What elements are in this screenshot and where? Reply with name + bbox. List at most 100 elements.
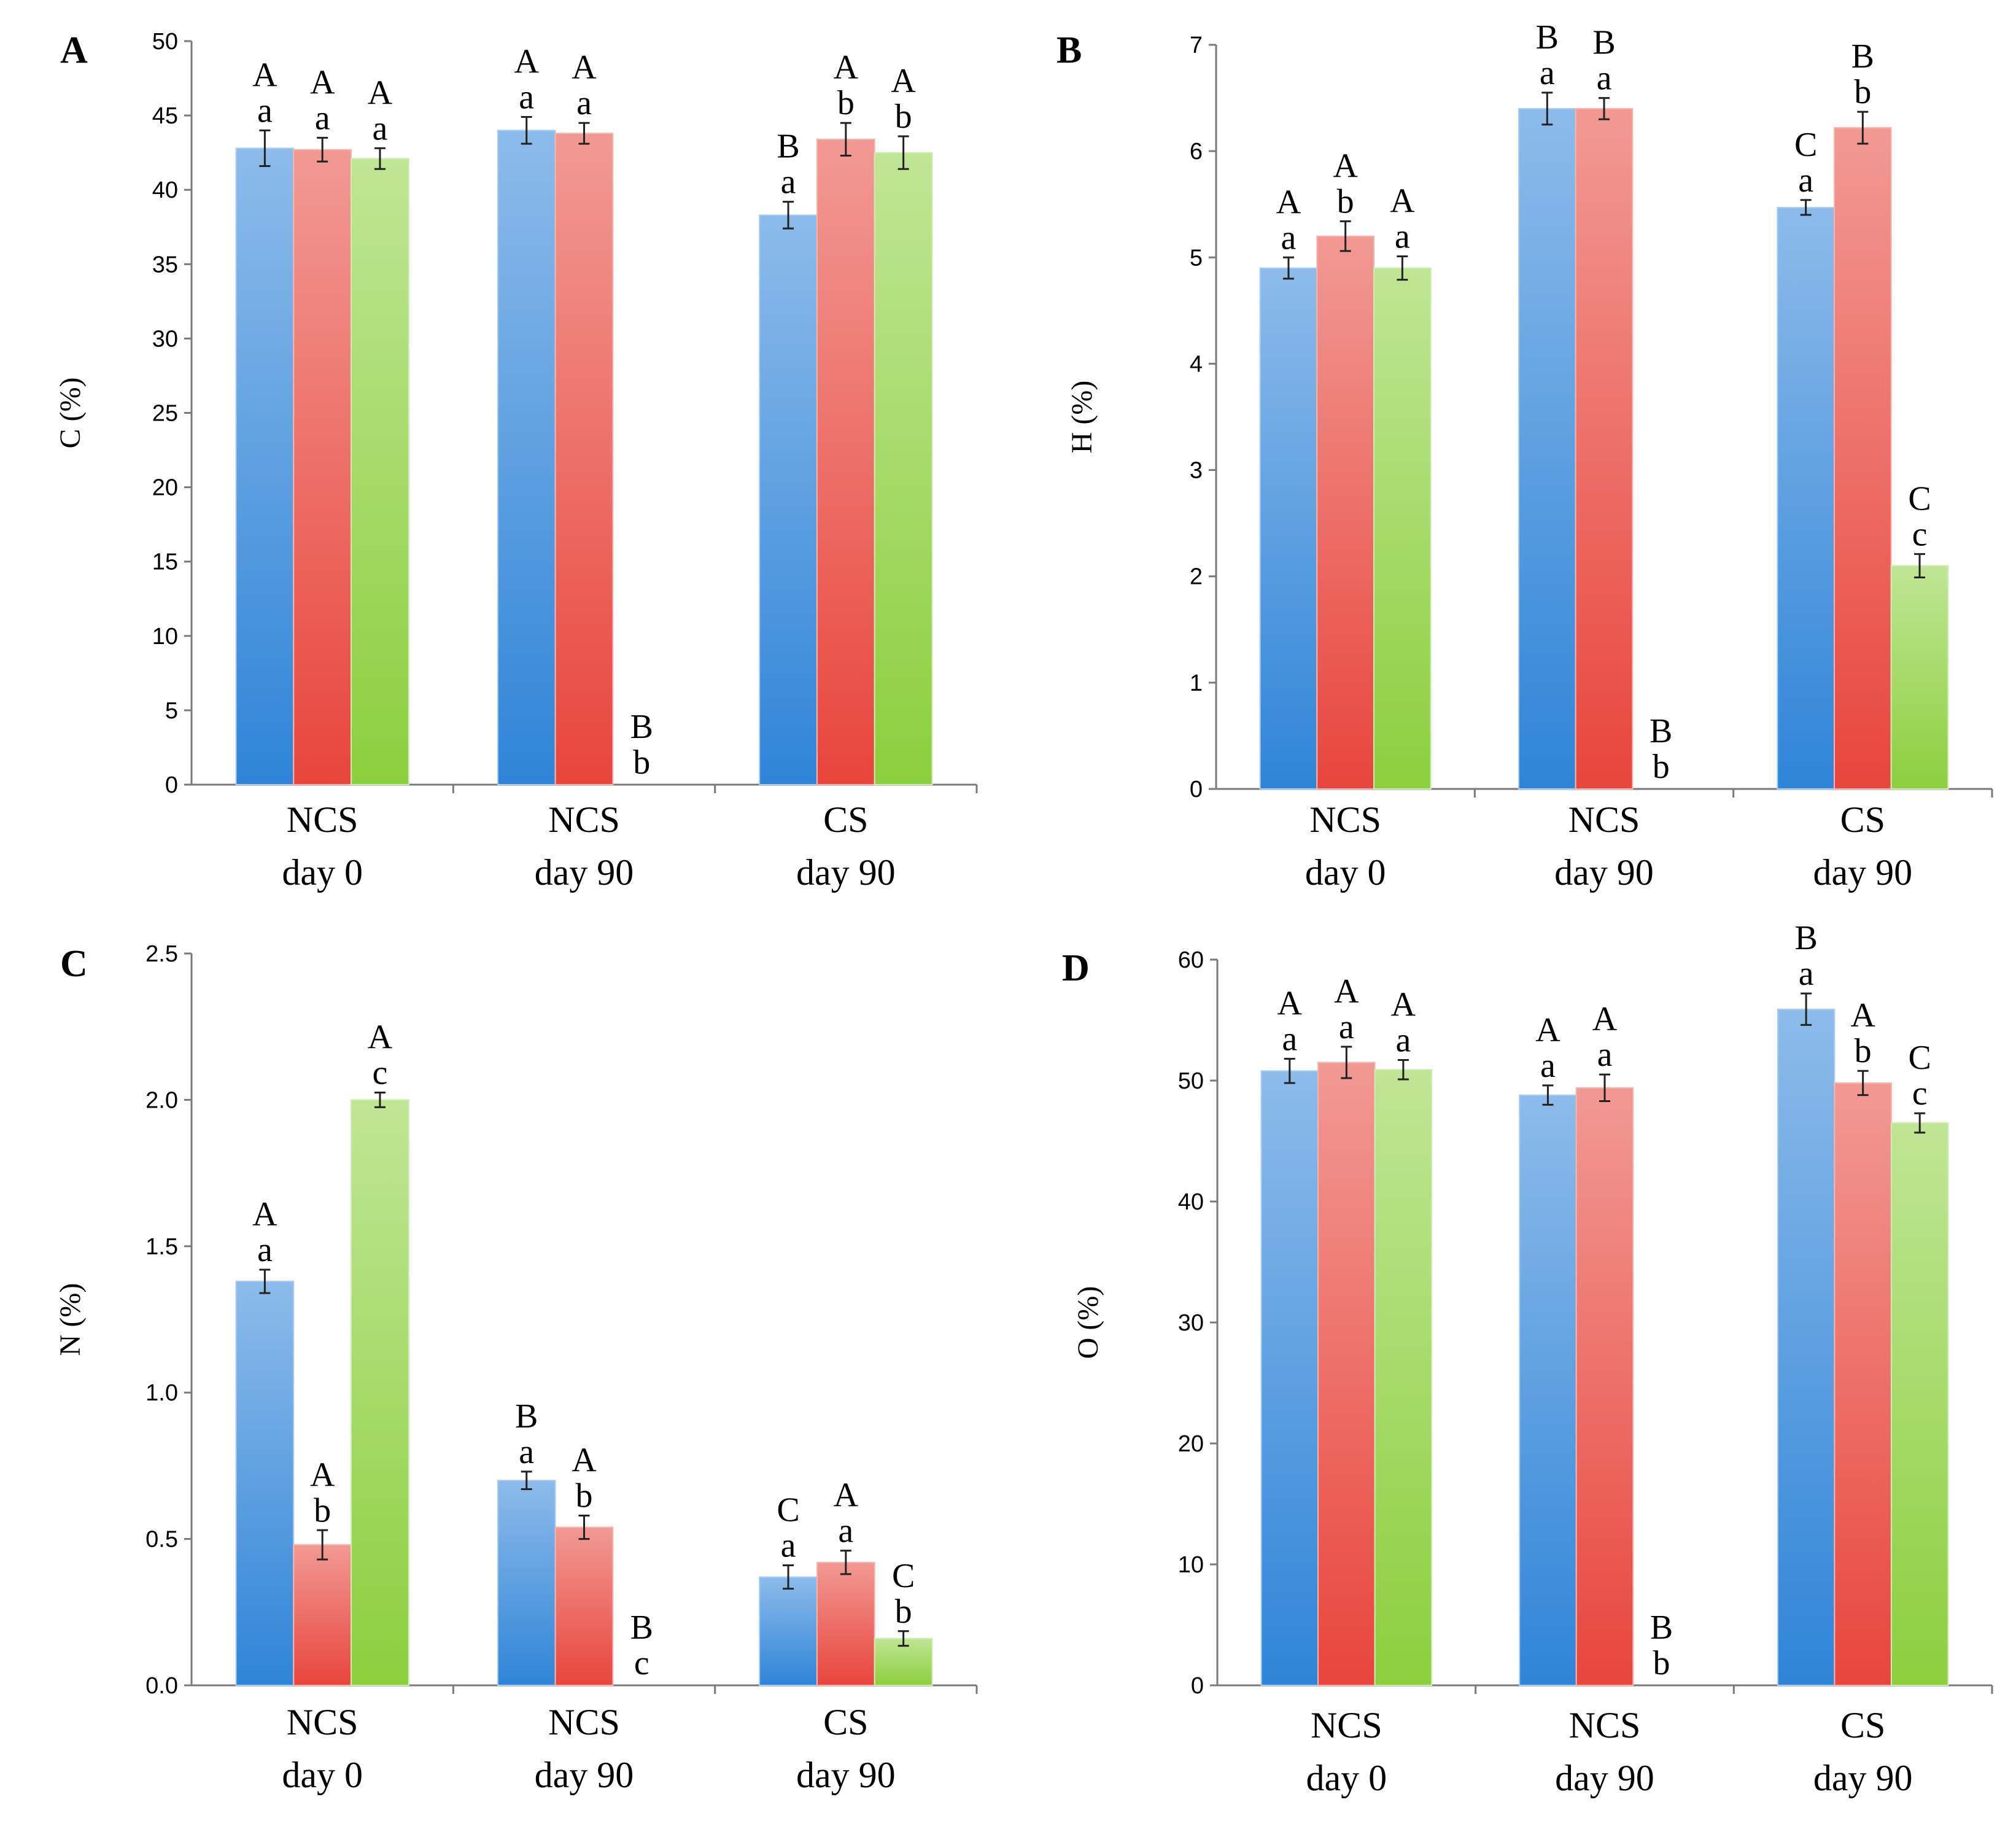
panel-b-y-tick-label: 7 — [1190, 33, 1203, 58]
panel-b-error-bar — [1397, 255, 1408, 281]
panel-b-y-tick-label: 2 — [1190, 564, 1203, 590]
panel-d-category-label: day 90 — [1555, 1758, 1654, 1798]
panel-b-significance-label: a — [1281, 219, 1297, 257]
panel-a-y-tick-label: 35 — [152, 252, 178, 278]
panel-b-significance-label: B — [1536, 18, 1559, 56]
panel-d-error-bar — [1857, 1070, 1869, 1097]
panel-d-error-bar — [1284, 1058, 1295, 1084]
panel-b-significance-label: a — [1540, 54, 1555, 92]
panel-d-category-label: CS — [1840, 1705, 1885, 1746]
panel-b-error-bar — [1914, 553, 1926, 578]
panel-a-significance-label: a — [519, 79, 534, 117]
panel-c-significance-label: b — [314, 1491, 331, 1529]
panel-b-bar-red — [1575, 107, 1634, 790]
panel-c-error-bar — [374, 1091, 386, 1108]
panel-b-error-bar — [1282, 256, 1294, 280]
panel-c-significance-label: A — [834, 1477, 859, 1515]
panel-b-category-label: day 90 — [1554, 852, 1654, 893]
panel-a-error-bar — [317, 136, 328, 163]
panel-b-y-tick-label: 6 — [1190, 139, 1203, 165]
panel-c-significance-label: A — [252, 1195, 277, 1233]
panel-a-significance-label: A — [310, 63, 335, 101]
panel-c-significance-label: a — [519, 1433, 534, 1471]
panel-d-y-tick-label: 60 — [1178, 947, 1204, 973]
panel-c-letter: C — [60, 943, 88, 985]
panel-c-error-bar — [840, 1550, 851, 1575]
panel-a-category-label: day 0 — [282, 852, 363, 893]
panel-b-bar-red — [1833, 127, 1892, 790]
panel-c-y-tick-label: 1.5 — [145, 1234, 178, 1260]
panel-c-category-label: CS — [823, 1702, 868, 1742]
panel-c-significance-label: B — [630, 1609, 653, 1647]
panel-d-error-bar — [1801, 992, 1812, 1026]
panel-d-significance-label: b — [1855, 1032, 1872, 1070]
panel-c-error-bar — [317, 1529, 328, 1561]
panel-a-error-bar — [521, 116, 532, 145]
panel-a-y-tick-label: 10 — [152, 624, 178, 650]
panel-c-significance-label: B — [515, 1397, 538, 1435]
panel-a-bar-blue — [759, 214, 818, 785]
panel-c-category-label: day 0 — [282, 1755, 363, 1795]
panel-c-significance-label: a — [838, 1512, 853, 1550]
panel-a-significance-label: A — [572, 49, 597, 87]
panel-b-bar-blue — [1777, 206, 1835, 790]
panel-a-category-label: NCS — [548, 799, 620, 840]
panel-b-significance-label: a — [1597, 60, 1612, 98]
panel-d-y-tick-label: 30 — [1178, 1310, 1204, 1336]
panel-a-significance-label: a — [781, 163, 796, 201]
panel-c-category-label: NCS — [548, 1702, 620, 1742]
panel-a-y-tick-label: 20 — [152, 475, 178, 501]
panel-b-category-label: CS — [1840, 799, 1885, 840]
panel-b-category-label: day 90 — [1813, 852, 1913, 893]
panel-d-significance-label: A — [1592, 1000, 1618, 1038]
panel-c-bar-green — [351, 1099, 409, 1686]
panel-c-y-tick-label: 2.0 — [145, 1087, 178, 1113]
panel-a-significance-label: a — [373, 109, 388, 147]
panel-a-error-bar — [578, 122, 590, 145]
panel-b-significance-label: b — [1337, 182, 1354, 220]
panel-a-significance-label: A — [891, 62, 916, 100]
panel-d-bar-red — [1317, 1062, 1376, 1686]
panel-c-significance-label: b — [576, 1477, 593, 1515]
panel-a-category-label: day 90 — [796, 852, 896, 893]
panel-a-bar-green — [874, 152, 933, 785]
panel-d-y-tick-label: 50 — [1178, 1068, 1204, 1094]
panel-d-significance-label: A — [1850, 996, 1875, 1035]
panel-b-category-label: NCS — [1568, 799, 1640, 840]
panel-c-significance-label: C — [777, 1491, 799, 1529]
panel-d-significance-label: a — [1597, 1036, 1613, 1074]
panel-c-bar-blue — [759, 1576, 818, 1686]
panel-d-significance-label: a — [1282, 1020, 1297, 1058]
panel-c-y-axis-title: N (%) — [54, 1283, 87, 1356]
panel-c-category-label: NCS — [287, 1702, 359, 1742]
panel-d-significance-label: b — [1653, 1644, 1670, 1682]
panel-c-error-bar — [521, 1470, 532, 1491]
panel-d-error-bar — [1341, 1046, 1352, 1079]
panel-b-significance-label: a — [1395, 218, 1410, 256]
panel-a-significance-label: b — [895, 98, 912, 136]
panel-d-significance-label: c — [1912, 1074, 1928, 1113]
panel-c-error-bar — [783, 1564, 794, 1590]
panel-c-significance-label: C — [892, 1557, 915, 1595]
panel-c-bar-red — [293, 1544, 352, 1686]
panel-a-y-tick-label: 25 — [152, 401, 178, 427]
panel-d-bar-blue — [1260, 1070, 1319, 1686]
panel-d-y-tick-label: 40 — [1178, 1189, 1204, 1215]
panel-b-error-bar — [1541, 91, 1553, 126]
panel-d-significance-label: a — [1540, 1047, 1556, 1085]
panel-c-significance-label: a — [781, 1527, 796, 1565]
panel-a-y-tick-label: 45 — [152, 103, 178, 129]
panel-b-significance-label: c — [1912, 515, 1928, 553]
panel-c-y-tick-label: 0.5 — [145, 1527, 178, 1553]
panel-d-significance-label: B — [1794, 919, 1817, 957]
panel-a-significance-label: b — [633, 744, 650, 782]
panel-d-y-axis-title: O (%) — [1072, 1286, 1104, 1359]
panel-a-error-bar — [898, 135, 909, 170]
panel-a-bar-red — [293, 149, 352, 785]
panel-c-y-tick-label: 0.0 — [145, 1673, 178, 1699]
panel-a-significance-label: B — [630, 708, 653, 746]
panel-d-error-bar — [1599, 1073, 1610, 1102]
panel-a-category-label: CS — [823, 799, 868, 840]
